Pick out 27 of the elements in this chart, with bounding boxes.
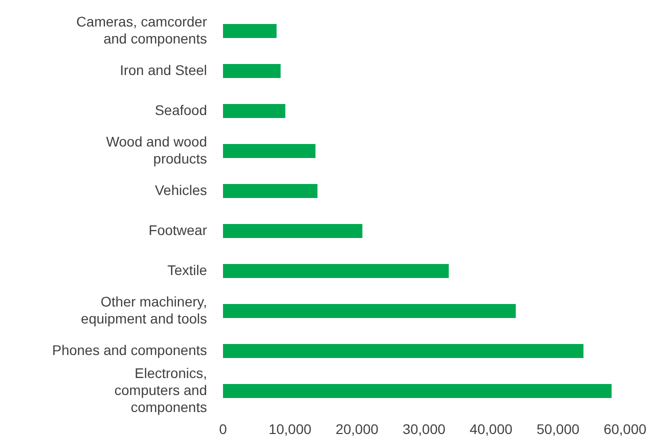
y-tick-label: Wood and wood products bbox=[106, 133, 207, 166]
y-tick-label: Electronics, computers and components bbox=[114, 364, 207, 415]
y-tick-label: Other machinery, equipment and tools bbox=[80, 293, 207, 326]
bar bbox=[223, 344, 584, 358]
x-tick-label: 60,000 bbox=[604, 421, 647, 437]
bar bbox=[223, 144, 316, 158]
y-tick-label: Vehicles bbox=[154, 182, 207, 198]
bar bbox=[223, 104, 286, 118]
x-tick-label: 40,000 bbox=[470, 421, 513, 437]
bar bbox=[223, 224, 362, 238]
bar bbox=[223, 184, 318, 198]
x-tick-label: 30,000 bbox=[402, 421, 446, 437]
y-tick-label: Textile bbox=[167, 262, 208, 278]
y-tick-label: Footwear bbox=[148, 222, 208, 238]
bar bbox=[223, 24, 277, 38]
bar bbox=[223, 264, 449, 278]
x-tick-label: 20,000 bbox=[336, 421, 379, 437]
bar bbox=[223, 304, 516, 318]
bar bbox=[223, 64, 281, 78]
x-tick-label: 10,000 bbox=[268, 421, 312, 437]
x-tick-label: 0 bbox=[219, 421, 228, 437]
y-tick-label: Phones and components bbox=[52, 342, 207, 358]
y-tick-label: Cameras, camcorder and components bbox=[76, 13, 208, 46]
y-tick-label: Iron and Steel bbox=[120, 62, 207, 78]
x-tick-label: 50,000 bbox=[536, 421, 580, 437]
bar bbox=[223, 384, 612, 398]
y-tick-label: Seafood bbox=[154, 102, 207, 118]
